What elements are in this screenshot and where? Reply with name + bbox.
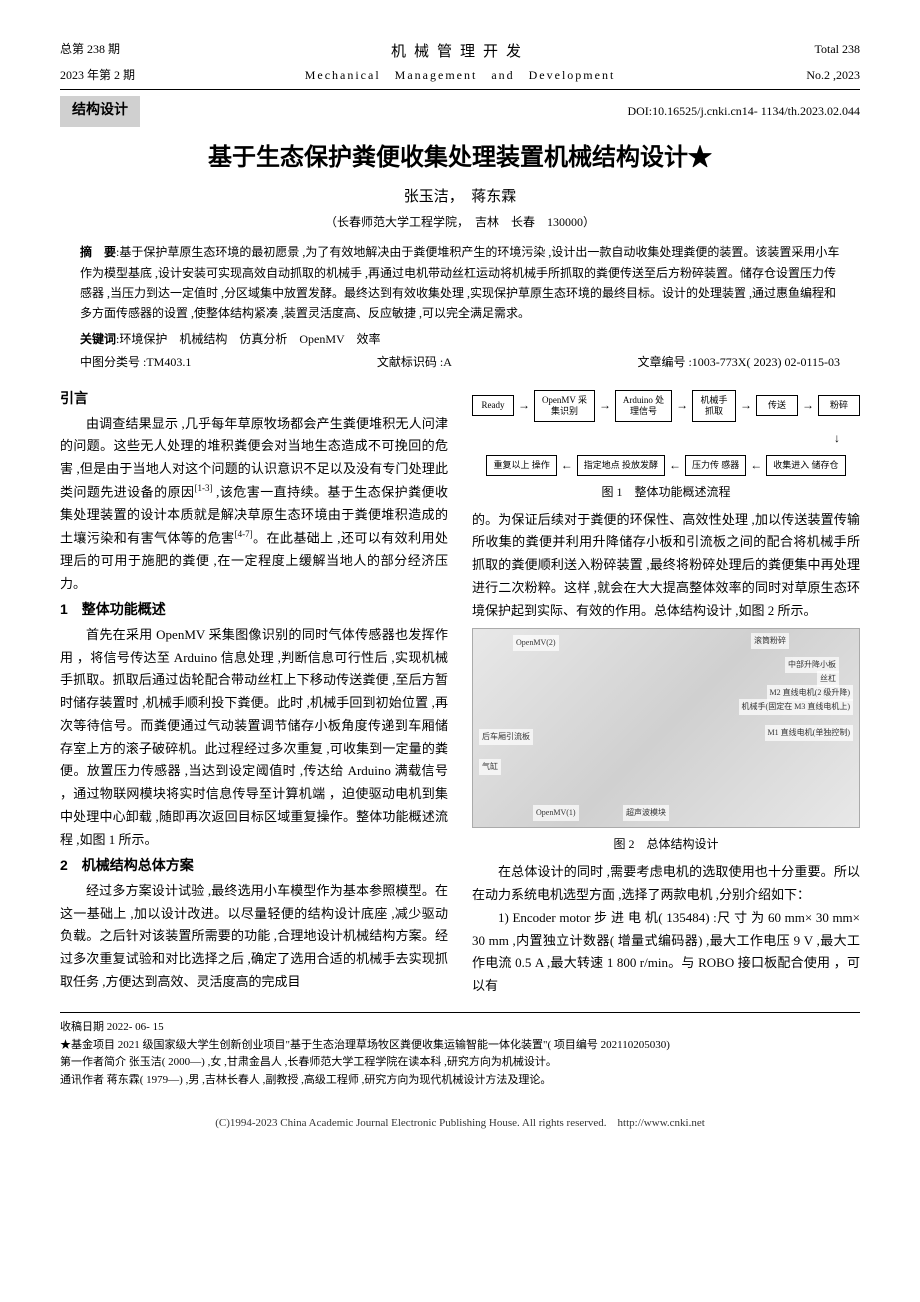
flow-row-1: Ready OpenMV 采 集识别 Arduino 处理信号 机械手 抓取 传… <box>472 390 860 422</box>
clc: 中图分类号 :TM403.1 <box>80 353 191 372</box>
flow-box: Arduino 处理信号 <box>615 390 672 422</box>
journal-name-cn: 机械管理开发 <box>210 40 710 64</box>
figure-1-caption: 图 1 整体功能概述流程 <box>472 482 860 503</box>
fund-info: ★基金项目 2021 级国家级大学生创新创业项目"基于生态治理草场牧区粪便收集运… <box>60 1037 860 1055</box>
flow-box: 粉碎 <box>818 395 860 416</box>
received-date: 收稿日期 2022- 06- 15 <box>60 1019 860 1037</box>
flow-box: 重复以上 操作 <box>486 455 556 476</box>
arrow-icon <box>669 455 681 476</box>
issue-date-en: No.2 ,2023 <box>710 66 860 85</box>
flow-row-2: 重复以上 操作 指定地点 投放发酵 压力传 感器 收集进入 储存仓 <box>486 455 845 476</box>
right-column: Ready OpenMV 采 集识别 Arduino 处理信号 机械手 抓取 传… <box>472 386 860 998</box>
arrow-icon <box>676 395 688 416</box>
figure-1-flowchart: Ready OpenMV 采 集识别 Arduino 处理信号 机械手 抓取 传… <box>472 390 860 476</box>
journal-name-en: Mechanical Management and Development <box>210 66 710 85</box>
copyright: (C)1994-2023 China Academic Journal Elec… <box>60 1115 860 1133</box>
abstract-label: 摘 要 <box>80 245 116 259</box>
intro-heading: 引言 <box>60 386 448 411</box>
arrow-down-icon: ↓ <box>472 428 860 449</box>
keywords: 关键词:环境保护 机械结构 仿真分析 OpenMV 效率 <box>60 330 860 349</box>
flow-box: Ready <box>472 395 514 416</box>
doi: DOI:10.16525/j.cnki.cn14- 1134/th.2023.0… <box>627 102 860 121</box>
flow-box: 指定地点 投放发酵 <box>577 455 665 476</box>
abstract-text: :基于保护草原生态环境的最初愿景 ,为了有效地解决由于粪便堆积产生的环境污染 ,… <box>80 245 839 320</box>
header-row-1: 总第 238 期 机械管理开发 Total 238 <box>60 40 860 64</box>
article-no: 文章编号 :1003-773X( 2023) 02-0115-03 <box>637 353 840 372</box>
heading-2: 2 机械结构总体方案 <box>60 853 448 878</box>
arrow-icon <box>561 455 573 476</box>
doc-code: 文献标识码 :A <box>377 353 452 372</box>
section-tag-row: 结构设计 DOI:10.16525/j.cnki.cn14- 1134/th.2… <box>60 96 860 126</box>
issue-date-cn: 2023 年第 2 期 <box>60 66 210 85</box>
footer-divider <box>60 1012 860 1013</box>
arrow-icon <box>518 395 530 416</box>
figure-2-caption: 图 2 总体结构设计 <box>472 834 860 855</box>
para-4: 1) Encoder motor 步 进 电 机( 135484) :尺 寸 为… <box>472 907 860 998</box>
keywords-label: 关键词 <box>80 332 116 346</box>
issue-total-cn: 总第 238 期 <box>60 40 210 64</box>
header-divider <box>60 89 860 90</box>
author2-info: 通讯作者 蒋东霖( 1979—) ,男 ,吉林长春人 ,副教授 ,高级工程师 ,… <box>60 1072 860 1090</box>
keywords-text: :环境保护 机械结构 仿真分析 OpenMV 效率 <box>116 332 380 346</box>
heading-1: 1 整体功能概述 <box>60 597 448 622</box>
flow-box: 压力传 感器 <box>685 455 746 476</box>
body-columns: 引言 由调查结果显示 ,几乎每年草原牧场都会产生粪便堆积无人问津的问题。这些无人… <box>60 386 860 998</box>
flow-box: 收集进入 储存仓 <box>766 455 845 476</box>
affiliation: （长春师范大学工程学院， 吉林 长春 130000） <box>60 213 860 232</box>
para-2: 经过多方案设计试验 ,最终选用小车模型作为基本参照模型。在这一基础上 ,加以设计… <box>60 880 448 994</box>
issue-total-en: Total 238 <box>710 40 860 64</box>
para-2-cont: 的。为保证后续对于粪便的环保性、高效性处理 ,加以传送装置传输所收集的粪便并利用… <box>472 509 860 623</box>
figure-2-image: OpenMV(2) 滚筒粉碎 中部升降小板 丝杠 M2 直线电机(2 级升降) … <box>472 628 860 828</box>
abstract: 摘 要:基于保护草原生态环境的最初愿景 ,为了有效地解决由于粪便堆积产生的环境污… <box>60 242 860 324</box>
para-1: 首先在采用 OpenMV 采集图像识别的同时气体传感器也发挥作用 ，将信号传达至… <box>60 624 448 852</box>
arrow-icon <box>740 395 752 416</box>
arrow-icon <box>802 395 814 416</box>
para-3: 在总体设计的同时 ,需要考虑电机的选取使用也十分重要。所以在动力系统电机选型方面… <box>472 861 860 907</box>
section-tag: 结构设计 <box>60 96 140 126</box>
flow-box: 机械手 抓取 <box>692 390 736 422</box>
author1-info: 第一作者简介 张玉洁( 2000—) ,女 ,甘肃金昌人 ,长春师范大学工程学院… <box>60 1054 860 1072</box>
intro-para: 由调查结果显示 ,几乎每年草原牧场都会产生粪便堆积无人问津的问题。这些无人处理的… <box>60 413 448 596</box>
flow-box: 传送 <box>756 395 798 416</box>
arrow-icon <box>750 455 762 476</box>
arrow-icon <box>599 395 611 416</box>
header-row-2: 2023 年第 2 期 Mechanical Management and De… <box>60 66 860 85</box>
flow-box: OpenMV 采 集识别 <box>534 390 595 422</box>
article-title: 基于生态保护粪便收集处理装置机械结构设计★ <box>60 139 860 177</box>
classification-row: 中图分类号 :TM403.1 文献标识码 :A 文章编号 :1003-773X(… <box>60 353 860 372</box>
authors: 张玉洁， 蒋东霖 <box>60 185 860 209</box>
left-column: 引言 由调查结果显示 ,几乎每年草原牧场都会产生粪便堆积无人问津的问题。这些无人… <box>60 386 448 998</box>
